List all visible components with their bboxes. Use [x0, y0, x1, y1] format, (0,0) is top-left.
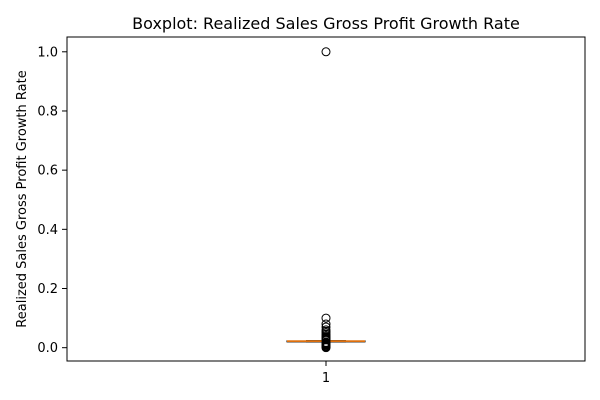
- outlier-point: [321, 325, 331, 335]
- chart-title: Boxplot: Realized Sales Gross Profit Gro…: [132, 14, 520, 33]
- outlier-point: [321, 322, 331, 332]
- plot-area: 0.0 0.2 0.4 0.6 0.8 1.0 1: [37, 45, 366, 386]
- outlier-point: [321, 319, 331, 329]
- x-tick-label: 1: [322, 371, 330, 386]
- outlier-point: [321, 47, 331, 57]
- y-axis-label: Realized Sales Gross Profit Growth Rate: [15, 70, 30, 327]
- y-tick-label: 0.0: [37, 341, 58, 356]
- outlier-point: [321, 313, 331, 323]
- axes-frame: [66, 36, 586, 362]
- y-tick-label: 1.0: [37, 45, 58, 60]
- y-tick-label: 0.6: [37, 164, 58, 179]
- y-tick-label: 0.4: [37, 223, 58, 238]
- y-tick-label: 0.2: [37, 282, 58, 297]
- y-tick-label: 0.8: [37, 104, 58, 119]
